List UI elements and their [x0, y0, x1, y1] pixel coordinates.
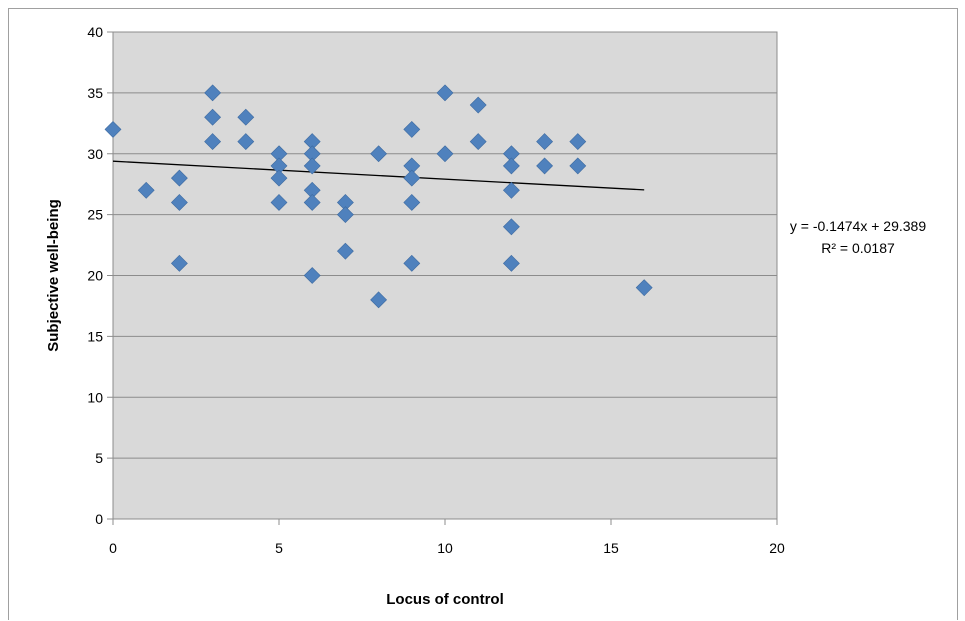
- data-point: [536, 157, 554, 175]
- data-point: [635, 279, 653, 297]
- data-point: [303, 267, 321, 284]
- x-tick-labels: 0 5 10 15 20: [109, 540, 785, 556]
- x-axis-title: Locus of control: [386, 591, 504, 608]
- y-tick-label: 20: [87, 268, 103, 284]
- data-point: [370, 145, 388, 163]
- data-point: [469, 133, 487, 150]
- trendline-equation: y = -0.1474x + 29.389: [790, 218, 926, 234]
- data-point: [336, 206, 354, 224]
- y-tick-label: 40: [87, 24, 103, 40]
- data-point: [170, 254, 188, 272]
- gridlines: [107, 31, 778, 525]
- data-point: [569, 157, 587, 175]
- data-point: [502, 218, 520, 236]
- x-tick-label: 0: [109, 540, 117, 556]
- data-point: [137, 181, 155, 199]
- data-point: [502, 254, 520, 272]
- trendline-r-squared: R² = 0.0187: [821, 240, 895, 256]
- x-tick-label: 15: [603, 540, 619, 556]
- y-axis-title: Subjective well-being: [45, 199, 62, 352]
- y-tick-label: 0: [95, 511, 103, 527]
- data-point: [403, 254, 421, 272]
- chart-frame: [8, 8, 958, 620]
- x-tick-label: 20: [769, 540, 785, 556]
- data-point: [237, 133, 255, 150]
- data-point: [403, 169, 421, 187]
- data-point: [204, 108, 222, 126]
- data-point: [502, 181, 520, 199]
- data-point: [303, 194, 321, 211]
- data-point: [436, 84, 454, 102]
- data-point: [436, 145, 454, 163]
- data-point: [104, 120, 122, 138]
- data-point: [303, 157, 321, 175]
- data-point: [270, 194, 288, 211]
- data-point: [536, 133, 554, 150]
- data-point: [469, 96, 487, 114]
- x-tick-label: 10: [437, 540, 453, 556]
- y-tick-label: 5: [95, 450, 103, 466]
- data-point: [403, 120, 421, 138]
- y-tick-labels: 0 5 10 15 20 25 30 35 40: [87, 24, 103, 527]
- y-tick-label: 10: [87, 389, 103, 405]
- trendline: [112, 160, 645, 191]
- data-point: [502, 157, 520, 175]
- x-tick-label: 5: [275, 540, 283, 556]
- data-point: [336, 242, 354, 260]
- data-point: [204, 133, 222, 150]
- data-point: [204, 84, 222, 102]
- y-tick-label: 15: [87, 328, 103, 344]
- data-point: [237, 108, 255, 126]
- data-points: [104, 84, 653, 309]
- data-point: [370, 291, 388, 309]
- y-tick-label: 30: [87, 146, 103, 162]
- data-point: [170, 169, 188, 187]
- y-tick-label: 25: [87, 207, 103, 223]
- data-point: [170, 194, 188, 211]
- data-point: [403, 194, 421, 211]
- data-point: [569, 133, 587, 150]
- data-point: [270, 169, 288, 187]
- y-tick-label: 35: [87, 85, 103, 101]
